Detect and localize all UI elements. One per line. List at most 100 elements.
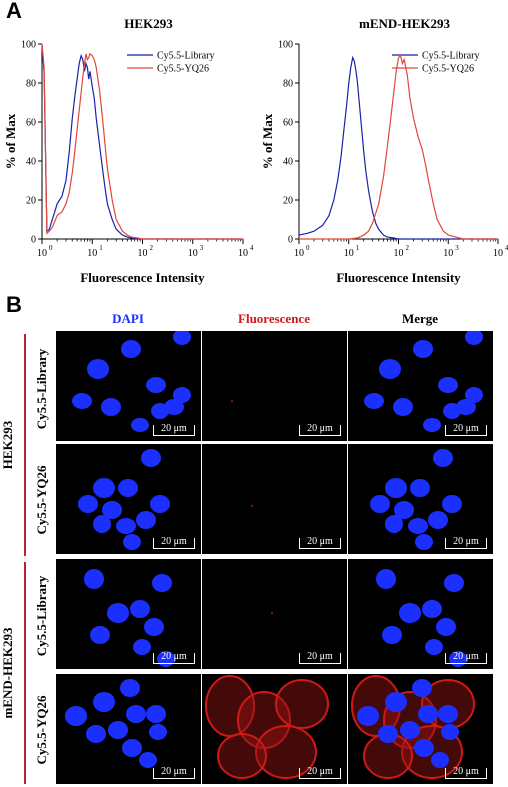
micro-tile: 20 μm [56,559,201,669]
micro-tile: 20 μm [202,674,347,784]
nucleus [413,340,433,358]
nucleus [146,705,166,723]
scale-bar [299,538,341,549]
nucleus [87,359,109,379]
group-line-mend [24,562,26,784]
y-axis-label-1: % of Max [3,113,18,169]
x-tick-label: 10 [238,248,248,259]
legend-label: Cy5.5-YQ26 [422,64,474,75]
nucleus [428,511,448,529]
micro-image [84,569,175,667]
nucleus [436,618,456,636]
x-tick-label: 10 [188,248,198,259]
nucleus [394,501,414,519]
nucleus [108,721,128,739]
fluorescence-speck [270,611,274,615]
scale-bar [445,538,487,549]
nucleus [150,495,170,513]
nucleus [438,705,458,723]
group-line-hek293 [24,334,26,556]
nucleus [133,639,151,655]
nucleus [84,569,104,589]
x-tick-exponent: 0 [49,244,53,252]
x-tick-exponent: 3 [200,244,204,252]
group-label-hek293: HEK293 [0,420,15,470]
nucleus [78,495,98,513]
micro-image [370,449,462,550]
chart-title-2: mEND-HEK293 [359,16,451,31]
panel-b-letter: B [6,292,22,317]
scale-bar-label: 20 μm [307,536,333,547]
x-tick-exponent: 0 [306,244,310,252]
nucleus [102,501,122,519]
micro-tile: 20 μm [348,674,493,784]
scale-bar [445,653,487,664]
nucleus [173,331,191,345]
micro-tile: 20 μm [348,444,493,554]
nucleus [131,418,149,432]
micro-image [376,569,467,667]
y-tick-label: 40 [26,157,36,168]
nucleus [144,618,164,636]
nucleus [465,331,483,345]
fluorescent-cell [217,733,267,779]
nucleus [438,377,458,393]
x-tick-exponent: 4 [250,244,254,252]
x-tick-label: 10 [294,248,304,259]
col-header-fluorescence: Fluorescence [238,311,310,326]
y-tick-label: 20 [283,196,293,207]
micro-image [250,504,254,508]
chart-title-1: HEK293 [124,16,173,31]
x-tick-exponent: 1 [99,244,103,252]
nucleus [441,724,459,740]
x-tick-exponent: 2 [406,244,410,252]
scale-bar-label: 20 μm [453,536,479,547]
group-label-mend-hek293: mEND-HEK293 [0,627,15,719]
nucleus [385,478,407,498]
legend-label: Cy5.5-Library [157,51,215,62]
micro-tile: 20 μm [348,559,493,669]
micro-image [351,675,475,779]
scale-bar-label: 20 μm [453,651,479,662]
nucleus [400,721,420,739]
scale-bar-label: 20 μm [161,766,187,777]
nucleus [382,626,402,644]
micro-image [364,331,483,432]
x-tick-exponent: 2 [150,244,154,252]
micro-tile: 20 μm [202,331,347,441]
micro-tile: 20 μm [348,331,493,441]
nucleus [370,495,390,513]
scale-bar-label: 20 μm [307,423,333,434]
nucleus [418,705,438,723]
nucleus [422,600,442,618]
micro-tile: 20 μm [56,444,201,554]
nucleus [72,393,92,409]
nucleus [357,706,379,726]
micro-tile: 20 μm [56,331,201,441]
nucleus [139,752,157,768]
y-tick-label: 0 [31,235,36,246]
nucleus [425,639,443,655]
micro-image [270,611,274,615]
y-tick-label: 20 [26,196,36,207]
x-tick-exponent: 3 [455,244,459,252]
scale-bar-label: 20 μm [453,766,479,777]
x-tick-exponent: 4 [505,244,508,252]
scale-bar [299,768,341,779]
nucleus [123,534,141,550]
y-tick-label: 60 [26,118,36,129]
row-label-2: Cy5.5-YQ26 [34,465,49,535]
nucleus [146,377,166,393]
row-label-4: Cy5.5-YQ26 [34,695,49,765]
scale-bar-label: 20 μm [307,766,333,777]
micro-image [230,399,234,403]
y-tick-label: 60 [283,118,293,129]
nucleus [122,739,142,757]
scale-bar [153,768,195,779]
x-tick-label: 10 [344,248,354,259]
nucleus [90,626,110,644]
nucleus [465,387,483,403]
micro-image [205,675,329,779]
x-tick-label: 10 [138,248,148,259]
